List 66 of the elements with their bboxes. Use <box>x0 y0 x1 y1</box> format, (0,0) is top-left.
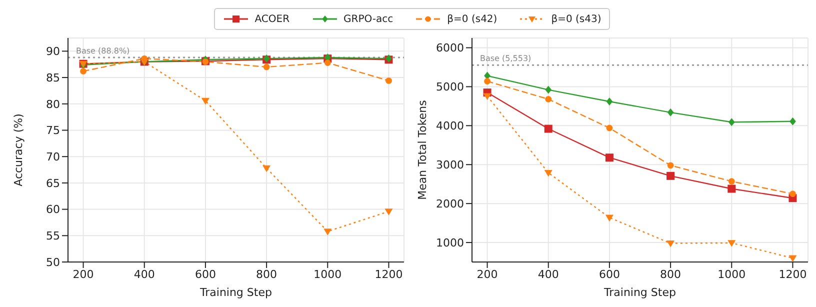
point <box>667 108 674 116</box>
y-axis-title: Mean Total Tokens <box>416 100 429 200</box>
y-tick-label: 6000 <box>436 42 464 55</box>
ref-line-label: Base (5,553) <box>480 54 532 64</box>
point <box>80 68 86 74</box>
x-axis-title: Training Step <box>603 286 676 299</box>
point <box>324 228 332 236</box>
point <box>790 117 796 126</box>
y-tick-label: 3000 <box>436 158 464 172</box>
point <box>263 64 270 70</box>
point <box>483 93 492 100</box>
y-tick-label: 1000 <box>436 236 464 250</box>
point <box>605 154 614 162</box>
legend-label: β=0 (s43) <box>551 14 602 24</box>
point <box>728 178 735 185</box>
y-tick-label: 75 <box>46 124 60 138</box>
point <box>484 78 490 84</box>
point <box>544 124 552 133</box>
legend-label: β=0 (s42) <box>447 14 498 24</box>
point <box>544 170 552 177</box>
y-tick-label: 50 <box>46 256 60 269</box>
y-tick-label: 60 <box>46 203 60 216</box>
y-tick-label: 65 <box>46 176 60 190</box>
point <box>545 96 552 102</box>
point <box>788 255 797 262</box>
point <box>790 190 796 198</box>
point <box>386 77 392 84</box>
x-tick-label: 1000 <box>718 268 746 281</box>
y-tick-label: 5000 <box>436 80 464 94</box>
x-tick-label: 800 <box>256 268 278 281</box>
point <box>667 162 674 169</box>
x-tick-label: 600 <box>194 268 216 281</box>
x-tick-label: 200 <box>72 268 94 281</box>
y-tick-label: 85 <box>46 71 60 84</box>
point <box>384 208 393 216</box>
y-axis-title: Accuracy (%) <box>12 114 25 186</box>
y-tick-label: 2000 <box>436 197 464 210</box>
point <box>201 98 210 105</box>
point <box>262 165 271 172</box>
y-tick-label: 70 <box>46 150 60 164</box>
point <box>728 184 736 193</box>
x-tick-label: 600 <box>598 268 620 281</box>
point <box>606 124 613 132</box>
point <box>545 86 552 94</box>
y-tick-label: 55 <box>46 230 60 243</box>
x-tick-label: 800 <box>660 268 682 281</box>
point <box>324 60 331 66</box>
x-tick-label: 1000 <box>314 268 342 281</box>
legend-label: GRPO-acc <box>344 14 394 24</box>
point <box>728 118 735 126</box>
point <box>605 214 614 222</box>
x-tick-label: 200 <box>476 268 498 281</box>
ref-line-label: Base (88.8%) <box>76 46 130 56</box>
point <box>606 98 613 106</box>
y-tick-label: 90 <box>46 45 60 58</box>
x-tick-label: 400 <box>538 268 559 281</box>
x-axis-title: Training Step <box>199 286 272 299</box>
y-tick-label: 80 <box>46 98 60 111</box>
legend-label: ACOER <box>254 14 290 24</box>
point <box>666 172 675 180</box>
x-tick-label: 1200 <box>778 268 807 281</box>
point <box>666 240 675 248</box>
x-tick-label: 1200 <box>374 268 403 281</box>
x-tick-label: 400 <box>134 268 155 281</box>
y-tick-label: 4000 <box>436 120 464 133</box>
point <box>728 240 736 247</box>
